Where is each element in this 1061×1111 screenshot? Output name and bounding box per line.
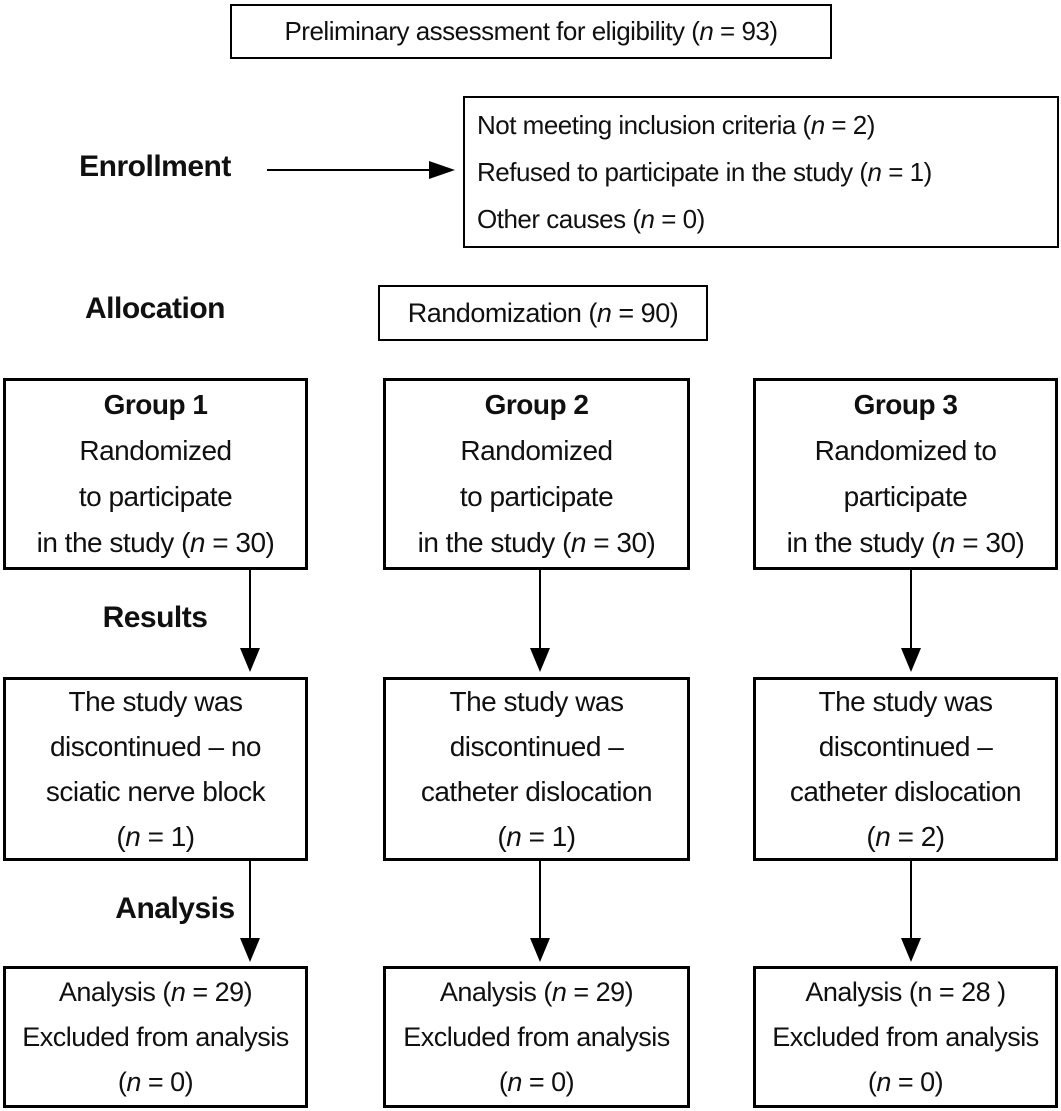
stage-label-analysis: Analysis [115,892,235,925]
arrow-head [530,938,550,962]
analysis-2-box: Analysis (n = 29) Excluded from analysis(… [383,966,690,1108]
result-3-box: The study was discontinued – catheter disl… [753,677,1058,861]
arrow-shaft [910,570,912,649]
result-2-box: The study was discontinued – catheter disl… [383,677,690,861]
enrollment-arrow-shaft [267,169,430,171]
arrow-head [240,648,260,672]
arrow-head [240,938,260,962]
group-1-box: Group 1 Randomized to participate in the st… [3,378,308,570]
analysis-1-box: Analysis (n = 29) Excluded from analysis(… [3,966,308,1108]
stage-label-enrollment: Enrollment [79,150,231,183]
arrow-head [901,648,921,672]
arrow-head [901,938,921,962]
arrow-head [530,648,550,672]
enrollment-arrow-head [429,161,455,179]
eligibility-box: Preliminary assessment for eligibility (… [230,4,832,59]
result-1-box: The study was discontinued – no sciatic ne… [3,677,308,861]
stage-label-results: Results [102,601,208,634]
arrow-shaft [910,860,912,939]
arrow-shaft [249,860,251,939]
randomization-box: Randomization (n = 90) [378,285,708,341]
exclusion-box: Not meeting inclusion criteria (n = 2) Re… [463,96,1059,248]
arrow-shaft [539,570,541,649]
stage-label-allocation: Allocation [84,292,226,325]
arrow-shaft [249,570,251,649]
analysis-3-box: Analysis (n = 28 ) Excluded from analysis… [753,966,1058,1108]
group-3-box: Group 3 Randomized to participate in the st… [753,378,1058,570]
group-2-box: Group 2 Randomized to participate in the st… [383,378,690,570]
arrow-shaft [539,860,541,939]
